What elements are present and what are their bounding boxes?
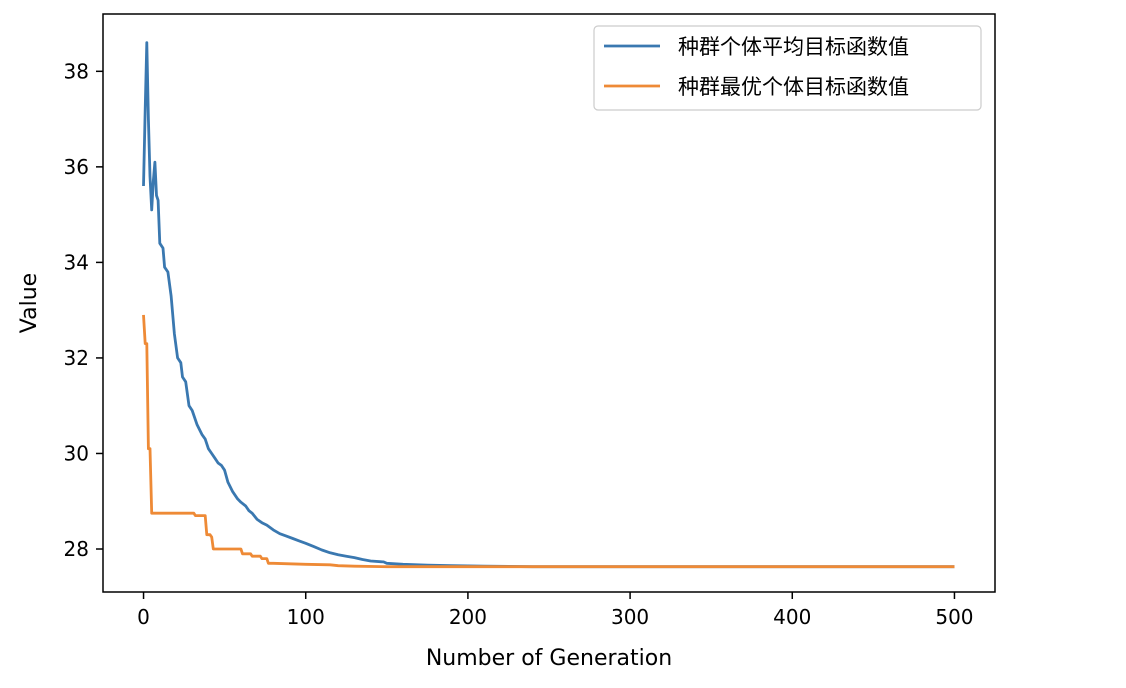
y-axis-label: Value [17, 273, 42, 333]
x-tick-label: 200 [449, 605, 487, 629]
legend-label-1: 种群个体平均目标函数值 [678, 35, 909, 59]
y-tick-label: 36 [64, 155, 89, 179]
plot-area [142, 41, 955, 569]
y-tick-label: 38 [64, 59, 89, 83]
y-tick-label: 28 [64, 537, 89, 561]
x-tick-label: 400 [773, 605, 811, 629]
legend-box [593, 25, 982, 111]
plot-frame [102, 13, 996, 593]
x-tick-label: 0 [137, 605, 150, 629]
x-tick-label: 500 [935, 605, 973, 629]
series-line-1 [142, 41, 955, 569]
series-line-2 [142, 314, 955, 569]
x-tick-label: 300 [611, 605, 649, 629]
axes: 0 100 200 300 400 500 28 30 32 34 36 38 [64, 13, 996, 629]
legend-label-2: 种群最优个体目标函数值 [678, 75, 909, 99]
y-tick-label: 34 [64, 250, 89, 274]
y-tick-label: 32 [64, 346, 89, 370]
x-axis-label: Number of Generation [426, 646, 672, 671]
y-tick-label: 30 [64, 441, 89, 465]
x-tick-label: 100 [287, 605, 325, 629]
